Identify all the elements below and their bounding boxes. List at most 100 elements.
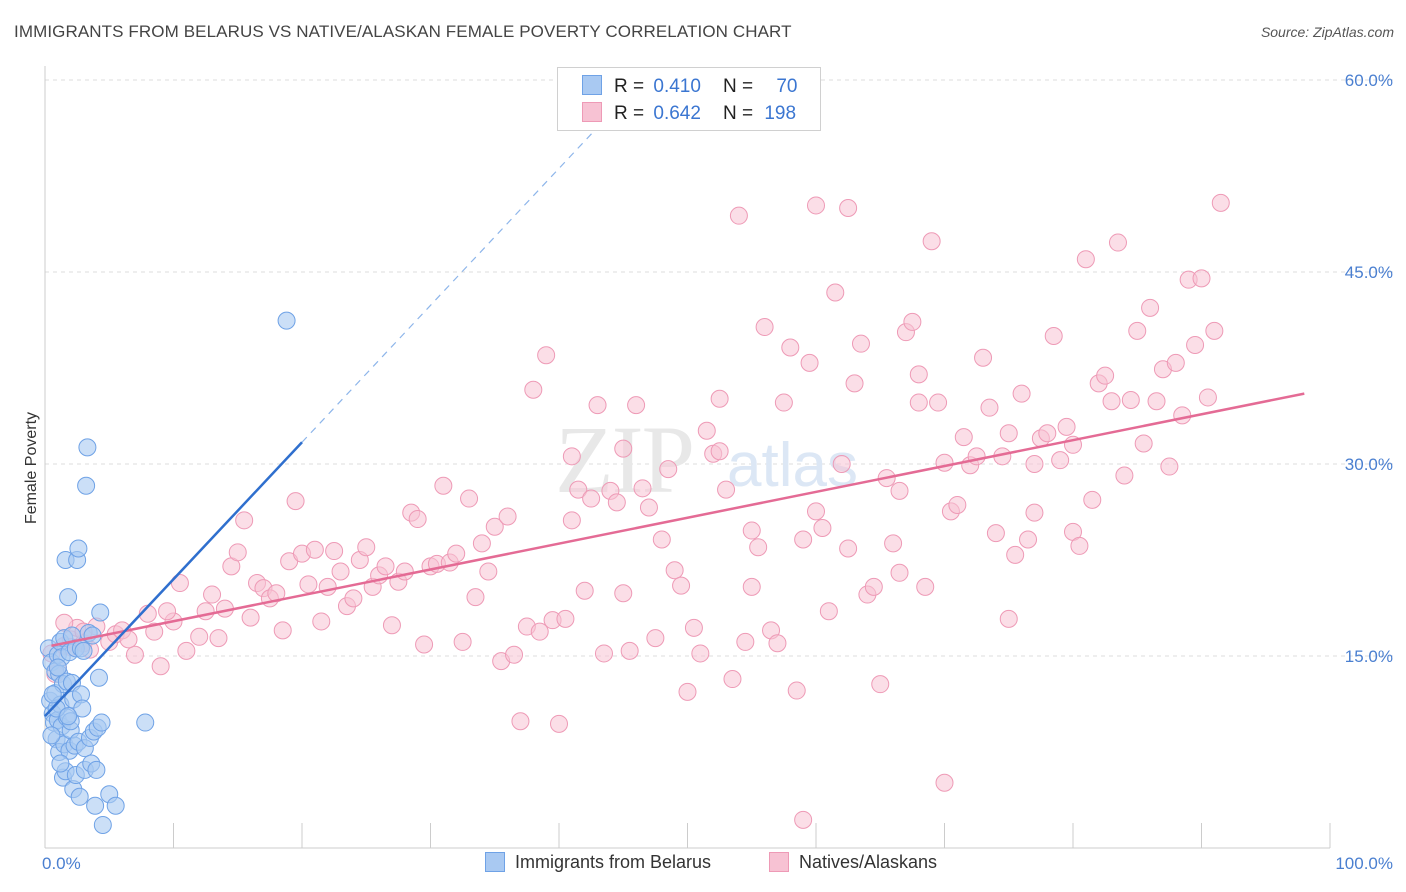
n-label: N = [722, 103, 754, 124]
natives-point [1121, 391, 1140, 409]
natives-point [794, 810, 813, 829]
natives-point [312, 612, 331, 631]
belarus-point [51, 754, 70, 773]
natives-point [460, 489, 479, 508]
natives-point [813, 519, 832, 537]
natives-point [800, 353, 819, 372]
belarus-point [277, 311, 296, 330]
natives-point [1192, 269, 1211, 288]
blue-swatch [582, 75, 602, 95]
natives-point [1211, 193, 1230, 212]
n-label: N = [722, 76, 754, 97]
natives-point [614, 439, 633, 458]
natives-point [1115, 466, 1134, 485]
natives-point [639, 498, 658, 517]
natives-point [890, 563, 909, 582]
y-tick-label: 45.0% [1345, 263, 1393, 282]
natives-point [903, 312, 922, 331]
natives-point [1166, 353, 1185, 372]
x-tick-label: 100.0% [1335, 854, 1393, 873]
belarus-point [69, 539, 88, 558]
natives-point [286, 492, 305, 511]
natives-point [562, 447, 581, 466]
natives-point [614, 584, 633, 603]
natives-point [588, 396, 607, 415]
natives-point [395, 562, 414, 581]
natives-point [659, 460, 678, 479]
belarus-points [39, 311, 296, 834]
legend-row-belarus: R = 0.410 N = 70 [582, 75, 797, 101]
natives-point [305, 540, 324, 559]
belarus-point [48, 658, 67, 677]
belarus-point [42, 726, 61, 745]
natives-point [967, 447, 986, 466]
natives-point [839, 199, 858, 217]
belarus-point [77, 476, 96, 495]
belarus-point [43, 685, 62, 704]
belarus-point [91, 603, 110, 622]
y-tick-label: 30.0% [1345, 455, 1393, 474]
natives-point [151, 657, 170, 676]
natives-point [884, 534, 903, 553]
natives-point [575, 581, 594, 600]
natives-point [832, 455, 851, 473]
belarus-trend-line [44, 441, 303, 718]
natives-point [1102, 392, 1121, 411]
belarus-point [59, 707, 78, 726]
natives-point [916, 577, 935, 596]
natives-point [158, 602, 177, 621]
natives-point [1173, 406, 1192, 425]
natives-points [42, 193, 1230, 829]
natives-point [839, 539, 858, 558]
natives-point [627, 396, 646, 415]
natives-point [472, 534, 491, 553]
natives-point [1070, 536, 1089, 555]
belarus-trend-extension [301, 126, 598, 443]
legend-item-natives[interactable]: Natives/Alaskans [769, 852, 937, 873]
natives-point [909, 365, 928, 384]
y-tick-label: 60.0% [1345, 71, 1393, 90]
belarus-point [93, 815, 112, 834]
natives-point [382, 616, 401, 635]
belarus-point [86, 796, 105, 815]
natives-point [241, 608, 260, 627]
natives-point [344, 589, 363, 608]
belarus-point [87, 760, 106, 779]
legend-item-belarus[interactable]: Immigrants from Belarus [485, 852, 711, 873]
legend-item-label: Natives/Alaskans [799, 852, 938, 872]
natives-point [453, 632, 472, 651]
natives-trend-line [51, 392, 1305, 647]
legend-row-natives: R = 0.642 N = 198 [582, 102, 796, 128]
natives-point [209, 629, 228, 648]
stats-legend: R = 0.410 N = 70 R = 0.642 N = 198 [557, 67, 821, 131]
pink-swatch [582, 102, 602, 122]
natives-point [697, 421, 716, 440]
natives-point [851, 334, 870, 353]
natives-point [729, 206, 748, 225]
natives-point [665, 561, 684, 580]
natives-point [710, 389, 729, 408]
natives-point [620, 641, 639, 660]
belarus-point [89, 668, 108, 687]
natives-point [556, 609, 575, 628]
natives-point [1141, 298, 1160, 317]
natives-point [1160, 457, 1179, 476]
natives-point [922, 232, 941, 251]
natives-point [807, 502, 825, 521]
natives-point [524, 380, 543, 399]
natives-point [203, 585, 222, 604]
natives-point [408, 510, 427, 529]
y-tick-label: 15.0% [1345, 647, 1393, 666]
natives-point [466, 588, 485, 607]
chart-title: IMMIGRANTS FROM BELARUS VS NATIVE/ALASKA… [14, 22, 792, 41]
belarus-point [106, 796, 125, 815]
natives-point [325, 542, 344, 561]
legend-item-label: Immigrants from Belarus [515, 852, 712, 872]
trend-lines [44, 126, 1305, 718]
natives-point [954, 428, 973, 447]
natives-point [935, 453, 954, 472]
natives-point [1108, 233, 1127, 252]
natives-point [485, 517, 504, 536]
natives-point [1006, 545, 1025, 564]
natives-point [935, 773, 954, 792]
